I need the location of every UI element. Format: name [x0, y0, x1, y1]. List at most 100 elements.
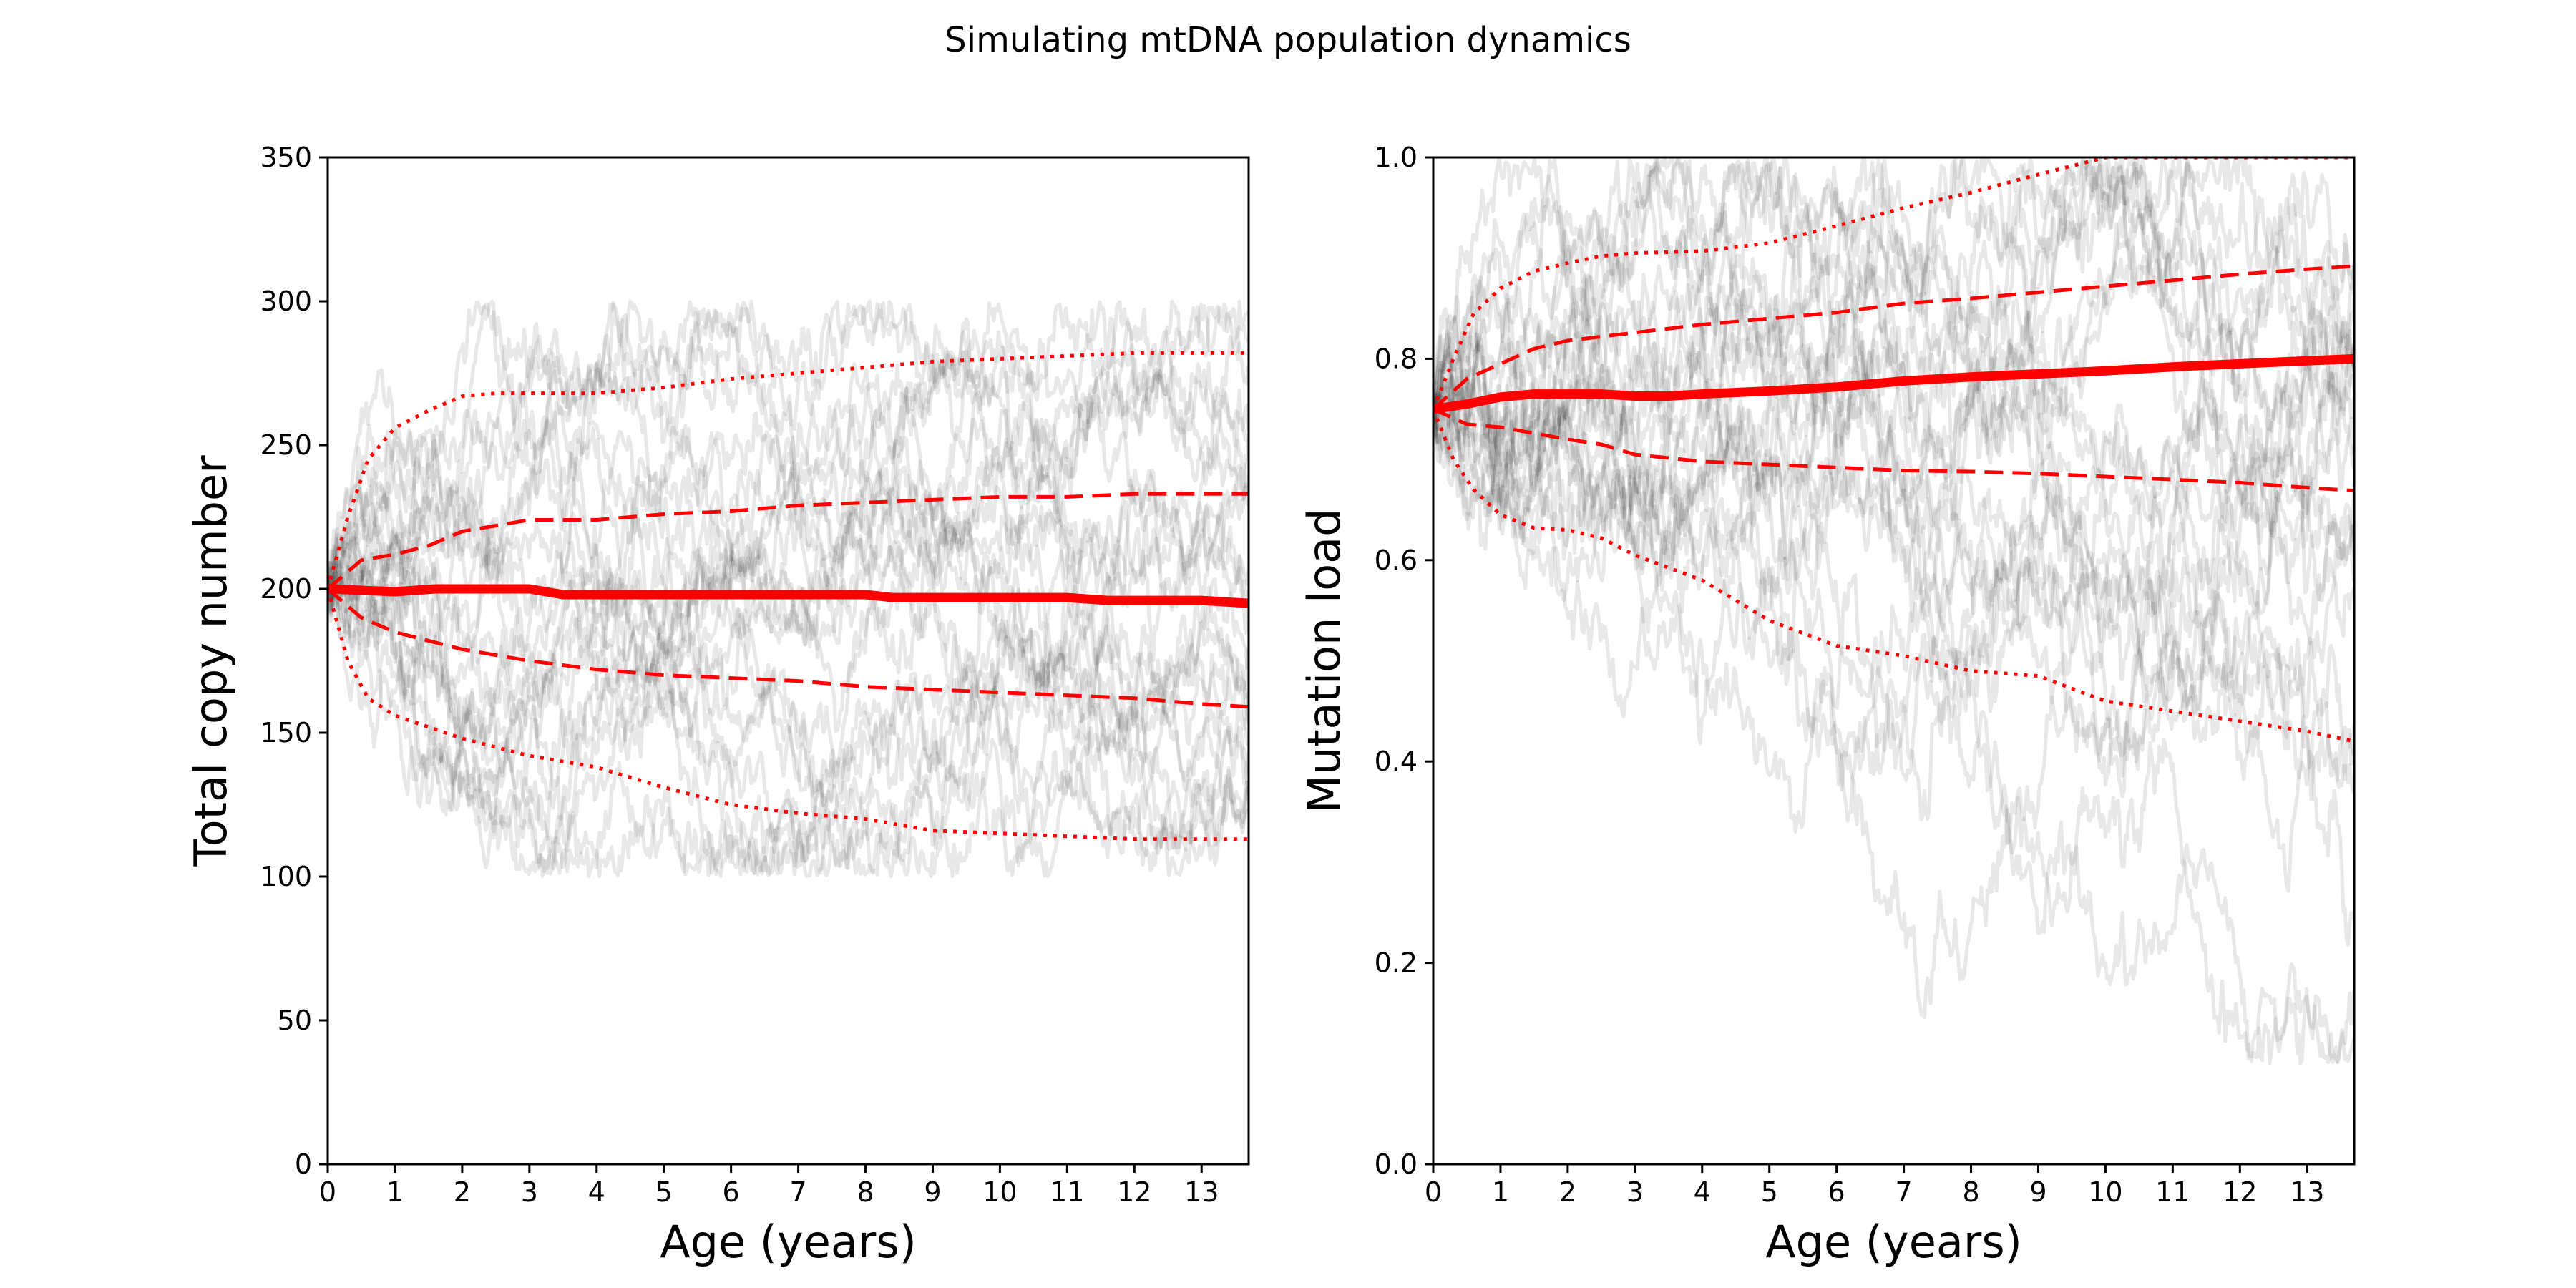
y-tick-label: 0.4 [1375, 746, 1418, 777]
x-tick-label: 12 [1117, 1176, 1151, 1208]
dashed-quantile-line-2 [328, 587, 1249, 709]
simulation-traces [1433, 157, 2354, 1065]
simulation-trace [1433, 157, 2354, 615]
y-tick-label: 200 [260, 573, 312, 605]
plot-area [328, 299, 1249, 879]
simulation-trace [1433, 285, 2354, 947]
simulation-trace [1433, 197, 2354, 595]
simulation-trace [1433, 157, 2354, 538]
y-tick-label: 0.0 [1375, 1148, 1418, 1180]
simulation-trace [328, 299, 1249, 703]
simulation-trace [328, 334, 1249, 725]
simulation-trace [328, 517, 1249, 877]
simulation-trace [328, 536, 1249, 879]
y-tick-label: 50 [278, 1005, 312, 1036]
x-tick-label: 0 [1425, 1176, 1442, 1208]
x-tick-label: 4 [1694, 1176, 1711, 1208]
x-tick-label: 4 [588, 1176, 605, 1208]
simulation-trace [1433, 309, 2354, 731]
y-axis-label: Mutation load [1298, 508, 1350, 813]
x-tick-label: 2 [1559, 1176, 1576, 1208]
x-tick-label: 9 [924, 1176, 941, 1208]
y-tick-label: 0.8 [1375, 343, 1418, 374]
x-tick-label: 7 [789, 1176, 806, 1208]
x-tick-label: 5 [1761, 1176, 1778, 1208]
dotted-quantile-line-3 [328, 351, 1249, 590]
y-tick-label: 0.2 [1375, 947, 1418, 979]
simulation-trace [1433, 157, 2354, 846]
simulation-trace [328, 299, 1249, 590]
x-axis-label: Age (years) [660, 1216, 917, 1268]
x-tick-label: 7 [1895, 1176, 1912, 1208]
x-tick-label: 11 [1050, 1176, 1084, 1208]
axes-frame [1432, 156, 2356, 1166]
simulation-trace [1433, 325, 2354, 801]
simulation-trace [328, 391, 1249, 792]
figure-title: Simulating mtDNA population dynamics [945, 20, 1631, 60]
simulation-trace [1433, 158, 2354, 781]
simulation-trace [1433, 294, 2354, 1065]
x-tick-label: 3 [1626, 1176, 1644, 1208]
copy-number-panel: 0 1 2 3 4 5 6 7 8 9 10 11 12 13050100150200250300350A… [185, 142, 1250, 1268]
x-tick-label: 2 [454, 1176, 471, 1208]
y-tick-label: 150 [260, 717, 312, 748]
x-tick-label: 1 [386, 1176, 404, 1208]
x-tick-label: 0 [319, 1176, 336, 1208]
y-tick-label: 250 [260, 429, 312, 461]
x-tick-label: 3 [521, 1176, 538, 1208]
simulation-trace [328, 401, 1249, 770]
simulation-trace [1433, 159, 2354, 576]
x-tick-label: 12 [2223, 1176, 2257, 1208]
simulation-trace [328, 526, 1249, 879]
dashed-quantile-line-1 [328, 492, 1249, 590]
simulation-trace [328, 581, 1249, 877]
simulation-trace [1433, 305, 2354, 823]
x-tick-label: 6 [723, 1176, 740, 1208]
dotted-quantile-line-3 [1433, 157, 2354, 410]
y-axis-label: Total copy number [185, 455, 237, 867]
x-tick-label: 8 [1962, 1176, 1979, 1208]
median-line-0 [328, 584, 1249, 608]
dashed-quantile-line-1 [1433, 264, 2354, 411]
simulation-trace [1433, 338, 2354, 821]
simulation-trace [328, 537, 1249, 817]
x-tick-label: 8 [857, 1176, 874, 1208]
simulation-trace [1433, 157, 2354, 554]
simulation-trace [328, 417, 1249, 726]
y-tick-label: 100 [260, 861, 312, 892]
dashed-quantile-line-2 [1433, 407, 2354, 493]
simulation-trace [328, 537, 1249, 838]
y-tick-label: 0 [295, 1148, 312, 1180]
x-tick-label: 1 [1492, 1176, 1509, 1208]
median-line-0 [1433, 353, 2354, 414]
y-tick-label: 300 [260, 286, 312, 317]
x-tick-label: 10 [2088, 1176, 2122, 1208]
simulation-trace [1433, 233, 2354, 590]
x-tick-label: 11 [2155, 1176, 2190, 1208]
y-tick-label: 350 [260, 142, 312, 173]
simulation-trace [328, 322, 1249, 792]
x-tick-label: 13 [1184, 1176, 1219, 1208]
simulation-trace [328, 530, 1249, 879]
simulation-trace [328, 299, 1249, 862]
simulation-trace [1433, 408, 2354, 1065]
x-tick-label: 9 [2029, 1176, 2046, 1208]
mutation-load-panel: 0 1 2 3 4 5 6 7 8 9 10 11 12 130.00.20.40.60.81.0Age … [1298, 142, 2356, 1268]
simulation-trace [328, 556, 1249, 879]
simulation-trace [1433, 157, 2354, 478]
simulation-trace [328, 300, 1249, 787]
y-tick-label: 0.6 [1375, 545, 1418, 576]
simulation-trace [1433, 296, 2354, 710]
y-tick-label: 1.0 [1375, 142, 1418, 173]
x-tick-label: 13 [2290, 1176, 2324, 1208]
simulation-trace [328, 299, 1249, 615]
x-tick-label: 5 [655, 1176, 673, 1208]
x-axis-label: Age (years) [1765, 1216, 2022, 1268]
simulation-trace [328, 401, 1249, 695]
simulation-trace [1433, 375, 2354, 746]
x-tick-label: 6 [1828, 1176, 1845, 1208]
simulation-trace [328, 434, 1249, 651]
axes-frame [326, 156, 1250, 1166]
simulation-trace [1433, 157, 2354, 485]
